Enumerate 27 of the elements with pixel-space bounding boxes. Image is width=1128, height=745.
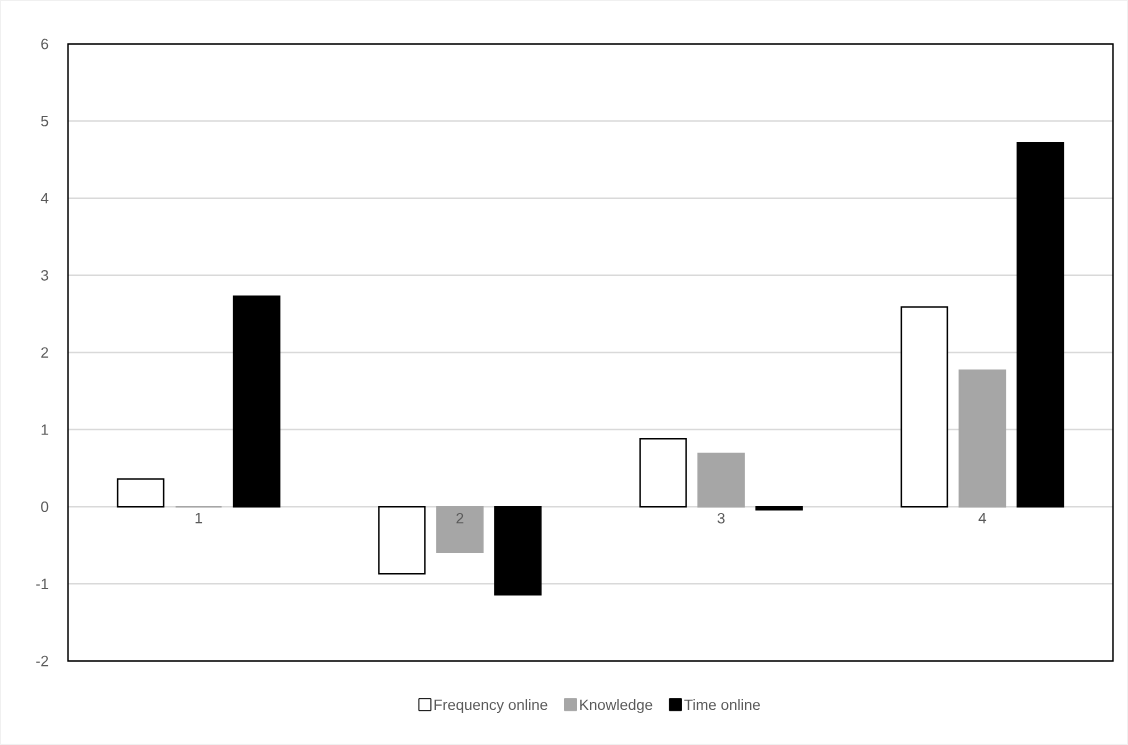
y-tick-label: -1 [36,578,49,589]
bar [755,505,803,511]
bar [436,505,484,553]
y-tick-label: 2 [41,347,49,358]
y-tick-label: 3 [41,270,49,281]
legend-label: Frequency online [434,699,548,714]
x-tick-label: 3 [717,512,725,524]
y-tick-label: 0 [41,501,49,513]
bar [378,505,426,575]
bar [958,369,1007,508]
bar [116,478,165,508]
legend-label: Time online [684,699,760,711]
bar [494,505,542,596]
x-tick-label: 2 [456,512,464,524]
x-tick-label: 4 [978,512,987,524]
y-tick-label: 4 [40,193,49,204]
bar [900,306,949,508]
bar [1016,141,1065,508]
x-tick-label: 1 [195,512,203,524]
bar [232,295,281,508]
y-tick-label: 1 [41,424,49,435]
y-tick-label: 6 [41,38,49,50]
bar [697,452,745,508]
bar [639,438,687,508]
legend-label: Knowledge [580,699,653,714]
y-tick-label: -2 [36,655,49,667]
y-tick-label: 5 [41,115,49,127]
